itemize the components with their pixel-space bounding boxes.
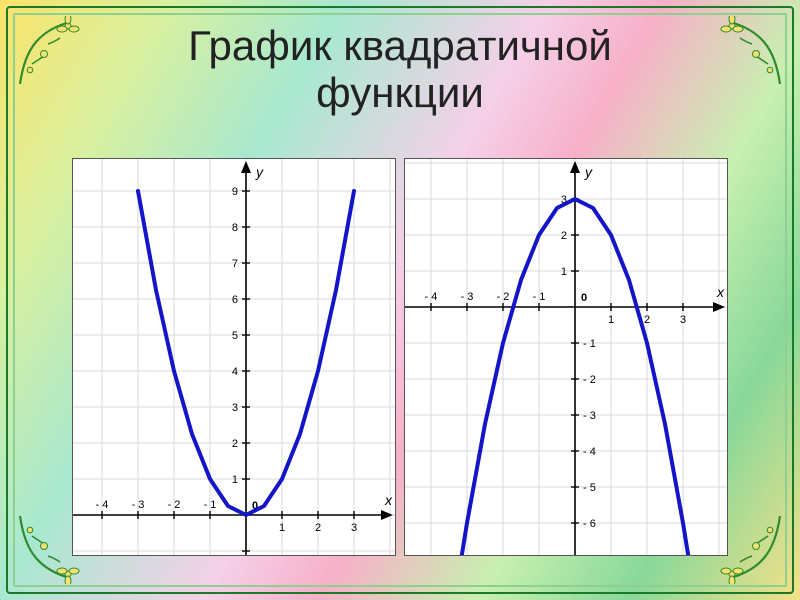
- svg-text:5: 5: [232, 330, 238, 342]
- svg-text:- 4: - 4: [583, 446, 596, 458]
- svg-text:7: 7: [232, 258, 238, 270]
- svg-text:- 5: - 5: [583, 482, 596, 494]
- svg-text:2: 2: [315, 522, 321, 534]
- svg-text:- 3: - 3: [461, 291, 474, 303]
- svg-text:y: y: [255, 164, 264, 180]
- svg-text:2: 2: [644, 314, 650, 326]
- svg-text:- 3: - 3: [132, 499, 145, 511]
- svg-text:8: 8: [232, 222, 238, 234]
- svg-text:- 1: - 1: [533, 291, 546, 303]
- svg-text:y: y: [584, 164, 593, 180]
- svg-text:1: 1: [561, 266, 567, 278]
- svg-text:1: 1: [608, 314, 614, 326]
- svg-text:1: 1: [279, 522, 285, 534]
- svg-text:6: 6: [232, 294, 238, 306]
- svg-text:- 3: - 3: [583, 410, 596, 422]
- chart-parabola-down: - 4- 3- 2- 1123123- 1- 2- 3- 4- 5- 60xy: [404, 158, 728, 556]
- svg-text:2: 2: [561, 230, 567, 242]
- svg-text:3: 3: [680, 314, 686, 326]
- svg-text:0: 0: [581, 292, 587, 304]
- svg-text:3: 3: [232, 402, 238, 414]
- svg-text:4: 4: [232, 366, 238, 378]
- slide-title: График квадратичной функции: [40, 22, 760, 116]
- svg-text:x: x: [384, 492, 393, 508]
- svg-text:- 1: - 1: [204, 499, 217, 511]
- slide-root: График квадратичной функции - 4 - 3 - 2 - 1…: [0, 0, 800, 600]
- svg-text:9: 9: [232, 186, 238, 198]
- svg-text:- 2: - 2: [168, 499, 181, 511]
- svg-text:- 2: - 2: [583, 374, 596, 386]
- svg-text:- 1: - 1: [583, 338, 596, 350]
- svg-text:- 6: - 6: [583, 518, 596, 530]
- svg-text:x: x: [716, 284, 725, 300]
- svg-text:- 2: - 2: [497, 291, 510, 303]
- svg-text:- 4: - 4: [425, 291, 438, 303]
- svg-text:2: 2: [232, 438, 238, 450]
- chart-parabola-up: - 4- 3- 2- 11231234567890xy: [72, 158, 396, 556]
- svg-text:1: 1: [232, 474, 238, 486]
- svg-text:3: 3: [351, 522, 357, 534]
- svg-text:- 4: - 4: [96, 499, 109, 511]
